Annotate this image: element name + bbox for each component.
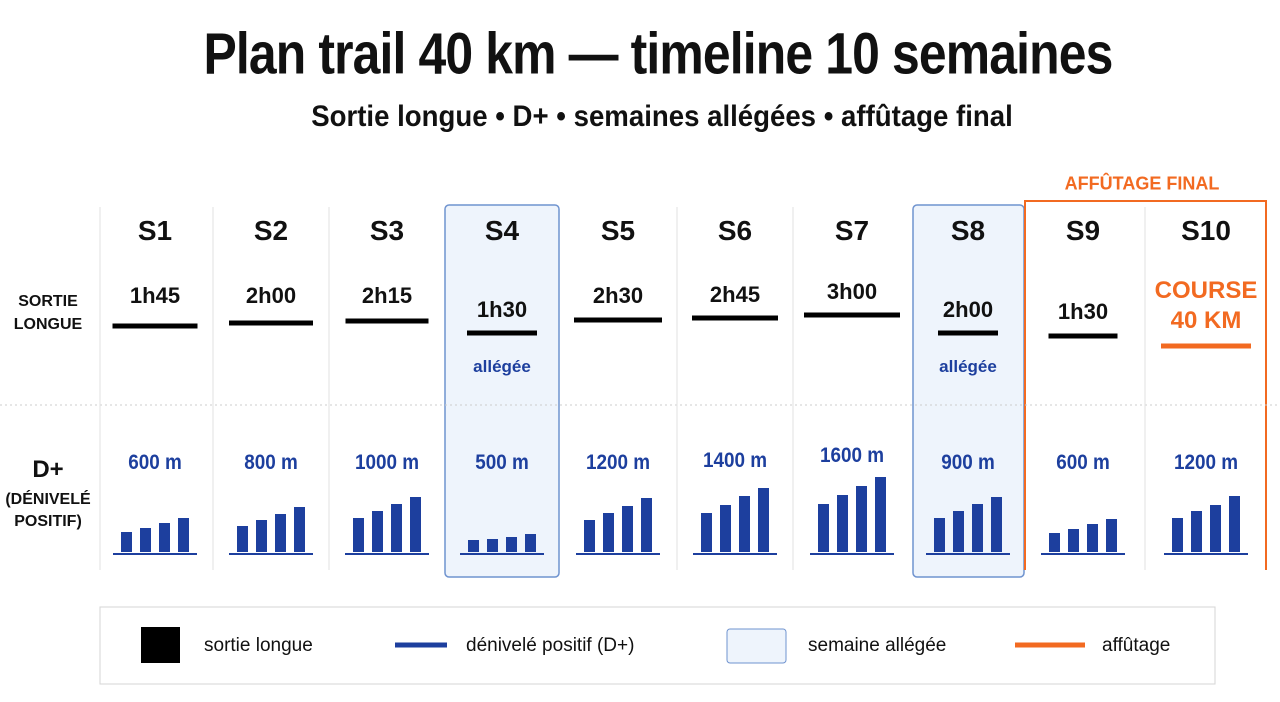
row-label: (DÉNIVELÉ POSITIF) bbox=[5, 491, 91, 530]
week-note: allégée bbox=[473, 357, 531, 376]
week-label: S4 bbox=[484, 215, 520, 246]
dplus: 1400 m bbox=[702, 449, 768, 472]
dplus-icon-bar bbox=[584, 520, 595, 552]
dplus: 1600 m bbox=[819, 443, 885, 467]
dplus-icon-bar bbox=[1068, 529, 1079, 552]
light-week-box bbox=[444, 204, 560, 578]
dplus-icon-bar bbox=[1229, 496, 1240, 552]
week-label: S2 bbox=[253, 215, 289, 246]
dplus-icon-bar bbox=[622, 506, 633, 552]
taper-bracket bbox=[1024, 200, 1267, 570]
title: Plan trail 40 km — timeline 10 semaines bbox=[203, 21, 1113, 87]
long-run: 3h00 bbox=[826, 279, 878, 304]
dplus-icon-bar bbox=[818, 504, 829, 552]
week-label: S6 bbox=[717, 215, 753, 246]
long-run: 1h30 bbox=[476, 297, 528, 322]
row-label: SORTIE LONGUE bbox=[13, 293, 83, 333]
long-run: 2h15 bbox=[361, 283, 413, 308]
dplus-icon-bar bbox=[1106, 519, 1117, 552]
dplus-icon-bar bbox=[506, 537, 517, 552]
dplus-icon-bar bbox=[972, 504, 983, 552]
dplus-icon-bar bbox=[178, 518, 189, 552]
long-run: 2h45 bbox=[709, 282, 761, 307]
dplus-icon-bar bbox=[140, 528, 151, 552]
dplus-icon-bar bbox=[256, 520, 267, 552]
dplus: 1000 m bbox=[354, 451, 420, 474]
dplus-icon-bar bbox=[856, 486, 867, 552]
long-run: 2h00 bbox=[245, 283, 297, 308]
dplus-icon-bar bbox=[934, 518, 945, 552]
week-label: S1 bbox=[137, 215, 173, 246]
row-label: D+ bbox=[32, 456, 64, 483]
dplus: 600 m bbox=[1056, 451, 1110, 474]
legend-label: affûtage bbox=[1102, 635, 1171, 656]
subtitle: Sortie longue • D+ • semaines allégées •… bbox=[311, 100, 1013, 133]
dplus-icon-bar bbox=[603, 513, 614, 552]
dplus-icon-bar bbox=[720, 505, 731, 552]
dplus-icon-bar bbox=[991, 497, 1002, 552]
dplus-icon-bar bbox=[953, 511, 964, 552]
dplus-icon-bar bbox=[237, 526, 248, 552]
week-note: allégée bbox=[939, 357, 997, 376]
dplus: 800 m bbox=[244, 451, 298, 474]
dplus-icon-bar bbox=[739, 496, 750, 552]
dplus-icon-bar bbox=[372, 511, 383, 552]
dplus-icon-bar bbox=[1191, 511, 1202, 552]
week-label: S3 bbox=[369, 215, 405, 246]
dplus-icon-bar bbox=[353, 518, 364, 552]
dplus-icon-bar bbox=[410, 497, 421, 552]
legend-label: semaine allégée bbox=[808, 635, 947, 656]
dplus-icon-bar bbox=[641, 498, 652, 552]
dplus-icon-bar bbox=[468, 540, 479, 552]
dplus-icon-bar bbox=[1087, 524, 1098, 552]
dplus-icon-bar bbox=[294, 507, 305, 552]
dplus: 500 m bbox=[475, 451, 529, 474]
legend-label: sortie longue bbox=[204, 635, 313, 656]
long-run: 1h30 bbox=[1057, 299, 1109, 324]
week-label: S8 bbox=[950, 215, 986, 246]
dplus-icon-bar bbox=[837, 495, 848, 552]
legend-swatch bbox=[141, 627, 180, 663]
dplus-icon-bar bbox=[525, 534, 536, 552]
dplus-icon-bar bbox=[391, 504, 402, 552]
long-run: 1h45 bbox=[129, 283, 181, 308]
dplus: 1200 m bbox=[1173, 451, 1239, 474]
legend-label: dénivelé positif (D+) bbox=[466, 635, 635, 656]
dplus-icon-bar bbox=[875, 477, 886, 552]
long-run: COURSE 40 KM bbox=[1154, 277, 1258, 334]
dplus-icon-bar bbox=[121, 532, 132, 552]
week-label: S5 bbox=[600, 215, 636, 246]
dplus-icon-bar bbox=[1210, 505, 1221, 552]
dplus: 900 m bbox=[941, 451, 995, 474]
dplus: 1200 m bbox=[585, 451, 651, 474]
dplus: 600 m bbox=[128, 451, 182, 474]
long-run: 2h30 bbox=[592, 283, 644, 308]
week-label: S7 bbox=[834, 215, 870, 246]
week-label: S10 bbox=[1181, 215, 1231, 246]
dplus-icon-bar bbox=[487, 539, 498, 552]
taper-label: AFFÛTAGE FINAL bbox=[1064, 173, 1220, 194]
dplus-icon-bar bbox=[159, 523, 170, 552]
long-run: 2h00 bbox=[942, 297, 994, 322]
legend-swatch bbox=[726, 628, 787, 664]
light-week-box bbox=[912, 204, 1025, 578]
dplus-icon-bar bbox=[1049, 533, 1060, 552]
week-label: S9 bbox=[1065, 215, 1101, 246]
dplus-icon-bar bbox=[758, 488, 769, 552]
dplus-icon-bar bbox=[1172, 518, 1183, 552]
dplus-icon-bar bbox=[701, 513, 712, 552]
dplus-icon-bar bbox=[275, 514, 286, 552]
